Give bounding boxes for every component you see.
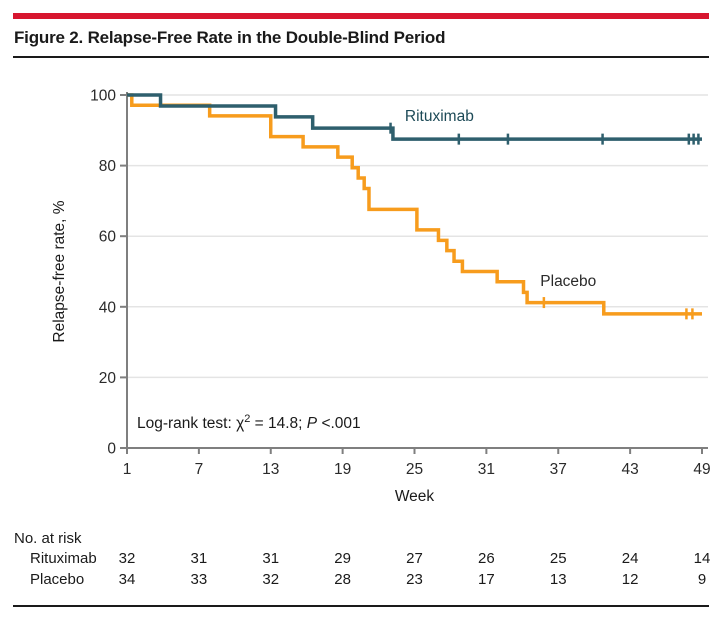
at-risk-count-rituximab: 24 [621,550,639,567]
at-risk-count-placebo: 32 [262,571,280,588]
at-risk-count-placebo: 33 [190,571,208,588]
y-tick-label: 20 [99,370,117,387]
x-tick-label: 31 [478,461,495,478]
bottom-divider [13,605,709,607]
x-tick-label: 37 [550,461,567,478]
at-risk-count-rituximab: 25 [549,550,567,567]
series-label-placebo: Placebo [540,273,596,290]
y-tick-label: 40 [99,299,117,316]
at-risk-count-placebo: 13 [549,571,567,588]
km-curve-placebo [127,93,702,316]
at-risk-count-rituximab: 31 [262,550,280,567]
annotation-text: <.001 [317,415,361,433]
at-risk-count-rituximab: 32 [118,550,136,567]
x-axis-title: Week [395,488,435,505]
accent-bar [13,13,709,19]
annotation-p-symbol: P [306,415,318,433]
title-divider [13,56,709,58]
annotation-text: Log-rank test: χ [137,415,245,433]
x-tick-label: 43 [622,461,639,478]
at-risk-count-placebo: 17 [478,571,495,588]
y-tick-label: 80 [99,158,117,175]
at-risk-count-placebo: 12 [621,571,639,588]
at-risk-count-placebo: 23 [406,571,423,588]
annotation-text: = 14.8; [250,415,307,433]
y-tick-label: 100 [90,88,116,105]
at-risk-count-placebo: 28 [334,571,351,588]
x-tick-label: 7 [195,461,204,478]
log-rank-annotation: Log-rank test: χ2 = 14.8; P <.001 [137,413,361,433]
annotation-superscript: 2 [244,413,251,425]
at-risk-count-rituximab: 29 [334,550,351,567]
x-tick-label: 25 [406,461,423,478]
at-risk-count-placebo: 34 [118,571,136,588]
x-tick-label: 19 [334,461,351,478]
y-axis-title: Relapse-free rate, % [51,200,68,342]
at-risk-count-rituximab: 27 [406,550,423,567]
at-risk-count-rituximab: 26 [478,550,495,567]
at-risk-count-rituximab: 14 [693,550,711,567]
figure-title: Figure 2. Relapse-Free Rate in the Doubl… [14,28,446,47]
at-risk-row-label-placebo: Placebo [30,571,85,588]
x-tick-label: 49 [693,461,710,478]
x-tick-label: 1 [123,461,132,478]
relapse-free-rate-chart: 1 7 13 19 25 31 37 43 49 0 20 40 60 80 100 Week Relapse-… [51,88,711,506]
at-risk-count-rituximab: 31 [190,550,208,567]
series-label-rituximab: Rituximab [405,108,474,125]
x-tick-label: 13 [262,461,279,478]
y-tick-label: 0 [107,441,116,458]
at-risk-header: No. at risk [14,530,82,547]
at-risk-row-label-rituximab: Rituximab [30,550,97,567]
y-tick-label: 60 [99,229,117,246]
at-risk-count-placebo: 9 [697,571,707,588]
km-curve-rituximab [127,93,702,141]
